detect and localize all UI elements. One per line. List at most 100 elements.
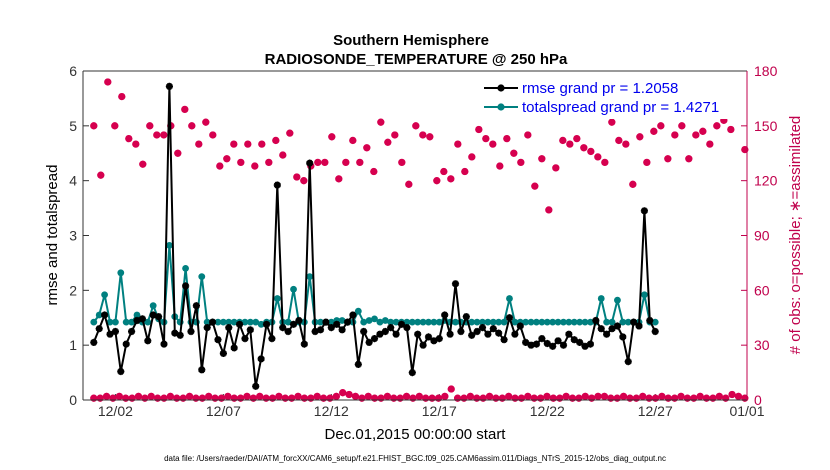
totalspread-point — [381, 317, 389, 324]
obs-assimilated-star — [473, 394, 481, 402]
obs-assimilated-star — [154, 394, 161, 402]
obs-assimilated-star — [173, 394, 181, 402]
obs-assimilated-star — [230, 394, 238, 402]
obs-assimilated-star — [415, 392, 423, 400]
rmse-point-star — [122, 340, 130, 348]
rmse-point-star — [565, 330, 573, 338]
rmse-point-star — [522, 338, 530, 346]
rmse-point-star — [613, 322, 621, 330]
obs-possible-star — [237, 159, 245, 166]
rmse-point-star — [90, 338, 98, 346]
rmse-point-star — [284, 327, 292, 336]
legend-box — [478, 75, 742, 119]
totalspread-point — [500, 318, 508, 326]
totalspread-point — [338, 317, 346, 324]
obs-assimilated-star — [492, 394, 500, 402]
obs-assimilated-star — [307, 394, 315, 402]
rmse-point-star — [176, 331, 184, 339]
obs-assimilated-star — [339, 389, 347, 397]
rmse-point-star — [257, 355, 265, 363]
totalspread-point — [425, 318, 432, 326]
rmse-point-star — [316, 326, 325, 334]
obs-assimilated-star — [441, 392, 449, 400]
rmse-point-star — [495, 329, 503, 337]
totalspread-point — [549, 318, 557, 326]
obs-assimilated-star — [135, 392, 142, 400]
obs-possible-star — [195, 140, 203, 148]
obs-assimilated-star — [103, 392, 110, 400]
obs-possible-star — [342, 159, 350, 166]
rmse-point-star — [101, 311, 109, 319]
obs-possible-star — [503, 135, 511, 142]
totalspread-point — [241, 318, 249, 326]
obs-assimilated-star — [294, 392, 302, 400]
obs-assimilated-star — [467, 392, 474, 400]
obs-assimilated-star — [454, 394, 461, 402]
obs-possible-star — [433, 177, 441, 185]
obs-possible-star — [692, 131, 700, 139]
obs-assimilated-star — [620, 392, 627, 400]
rmse-point-star — [128, 327, 136, 336]
rmse-point-star — [559, 341, 568, 349]
obs-possible-star — [314, 159, 322, 166]
totalspread-point — [597, 295, 605, 302]
obs-possible-star — [678, 122, 686, 130]
right-tick-label: 30 — [754, 337, 770, 353]
rmse-point-star — [651, 327, 659, 336]
totalspread-point — [651, 318, 659, 326]
obs-possible-star — [419, 131, 427, 139]
obs-possible-star — [398, 159, 406, 166]
obs-assimilated-star — [537, 394, 544, 402]
rmse-point-star — [387, 324, 395, 332]
obs-assimilated-star — [607, 394, 615, 402]
totalspread-point — [489, 318, 497, 326]
totalspread-point — [543, 318, 551, 326]
rmse-point-star — [419, 341, 427, 349]
rmse-point-star — [236, 320, 244, 328]
obs-possible-star — [160, 131, 168, 139]
rmse-point-star — [505, 314, 514, 322]
obs-assimilated-star — [479, 394, 487, 402]
totalspread-point — [614, 296, 621, 304]
totalspread-point — [376, 318, 384, 326]
rmse-point-star — [225, 324, 233, 332]
obs-possible-star — [475, 126, 483, 133]
rmse-point-star — [209, 318, 217, 326]
rmse-point-star — [457, 327, 465, 336]
totalspread-point — [214, 318, 222, 326]
obs-assimilated-star — [115, 392, 123, 400]
totalspread-point — [468, 318, 476, 326]
rmse-point-star — [527, 341, 535, 349]
right-tick-label: 150 — [754, 118, 778, 134]
obs-assimilated-star — [218, 394, 225, 402]
rmse-point-star — [635, 322, 643, 330]
totalspread-point — [624, 318, 632, 326]
totalspread-point — [511, 318, 519, 326]
rmse-point-star — [106, 330, 114, 338]
obs-possible-star — [580, 144, 588, 152]
rmse-point-star — [424, 333, 433, 341]
obs-assimilated-star — [320, 394, 327, 402]
obs-assimilated-star — [147, 392, 155, 400]
rmse-point-star — [414, 330, 422, 338]
totalspread-point — [506, 295, 513, 302]
obs-assimilated-star — [390, 394, 398, 402]
obs-possible-star — [104, 78, 112, 86]
obs-possible-star — [293, 173, 301, 181]
obs-possible-star — [125, 135, 133, 142]
totalspread-point — [408, 318, 416, 326]
totalspread-point — [230, 318, 238, 326]
obs-possible-star — [251, 162, 259, 170]
obs-assimilated-star — [237, 394, 244, 402]
obs-assimilated-series — [90, 385, 749, 402]
obs-assimilated-star — [422, 394, 430, 402]
rmse-point-star — [478, 324, 487, 332]
obs-possible-star — [146, 122, 154, 130]
obs-assimilated-star — [198, 394, 206, 402]
totalspread-point — [122, 318, 130, 326]
obs-assimilated-star — [179, 394, 187, 402]
obs-assimilated-star — [684, 394, 691, 402]
obs-possible-star — [552, 164, 560, 172]
obs-possible-star — [111, 122, 119, 130]
obs-possible-star — [594, 153, 602, 161]
